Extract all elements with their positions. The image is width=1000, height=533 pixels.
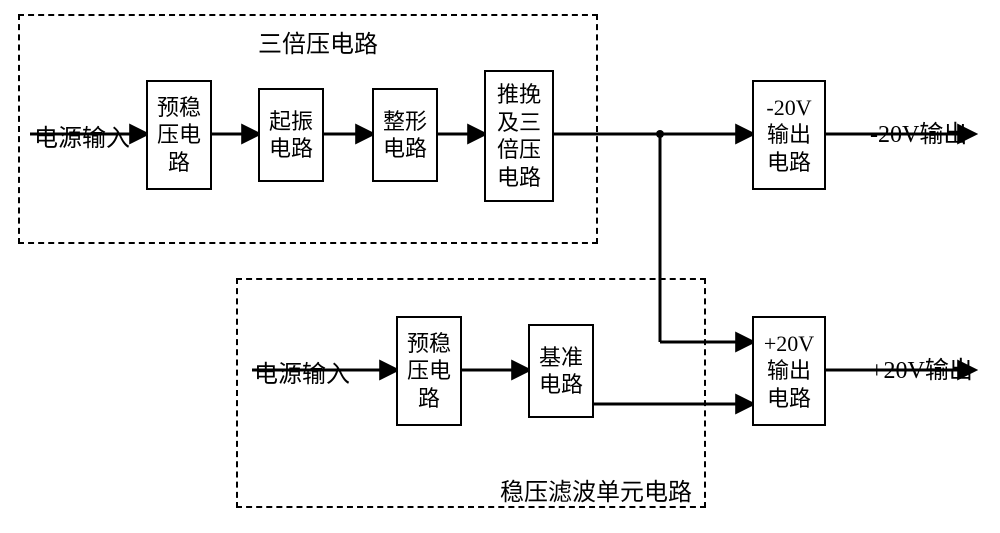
block-label-preStabTop: 预稳 压电 路: [157, 94, 201, 177]
block-label-oscillator: 起振 电路: [269, 108, 313, 163]
label-regfilter_title: 稳压滤波单元电路: [500, 472, 692, 507]
block-pushpull: 推挽 及三 倍压 电路: [484, 70, 554, 202]
block-label-reference: 基准 电路: [539, 344, 583, 399]
block-outNeg: -20V 输出 电路: [752, 80, 826, 190]
block-label-pushpull: 推挽 及三 倍压 电路: [497, 81, 541, 191]
block-outPos: +20V 输出 电路: [752, 316, 826, 426]
block-reference: 基准 电路: [528, 324, 594, 418]
label-tripler_title: 三倍压电路: [258, 24, 378, 59]
block-label-shaper: 整形 电路: [383, 108, 427, 163]
label-input_bottom: 电源输入: [254, 354, 350, 389]
label-out_neg: -20V输出: [870, 114, 967, 149]
block-shaper: 整形 电路: [372, 88, 438, 182]
block-label-outNeg: -20V 输出 电路: [766, 94, 811, 177]
label-out_pos: +20V输出: [870, 350, 973, 385]
block-oscillator: 起振 电路: [258, 88, 324, 182]
block-label-preStabBot: 预稳 压电 路: [407, 330, 451, 413]
block-preStabTop: 预稳 压电 路: [146, 80, 212, 190]
label-input_top: 电源输入: [34, 118, 130, 153]
junction-node: [656, 130, 664, 138]
block-label-outPos: +20V 输出 电路: [764, 330, 814, 413]
block-preStabBot: 预稳 压电 路: [396, 316, 462, 426]
